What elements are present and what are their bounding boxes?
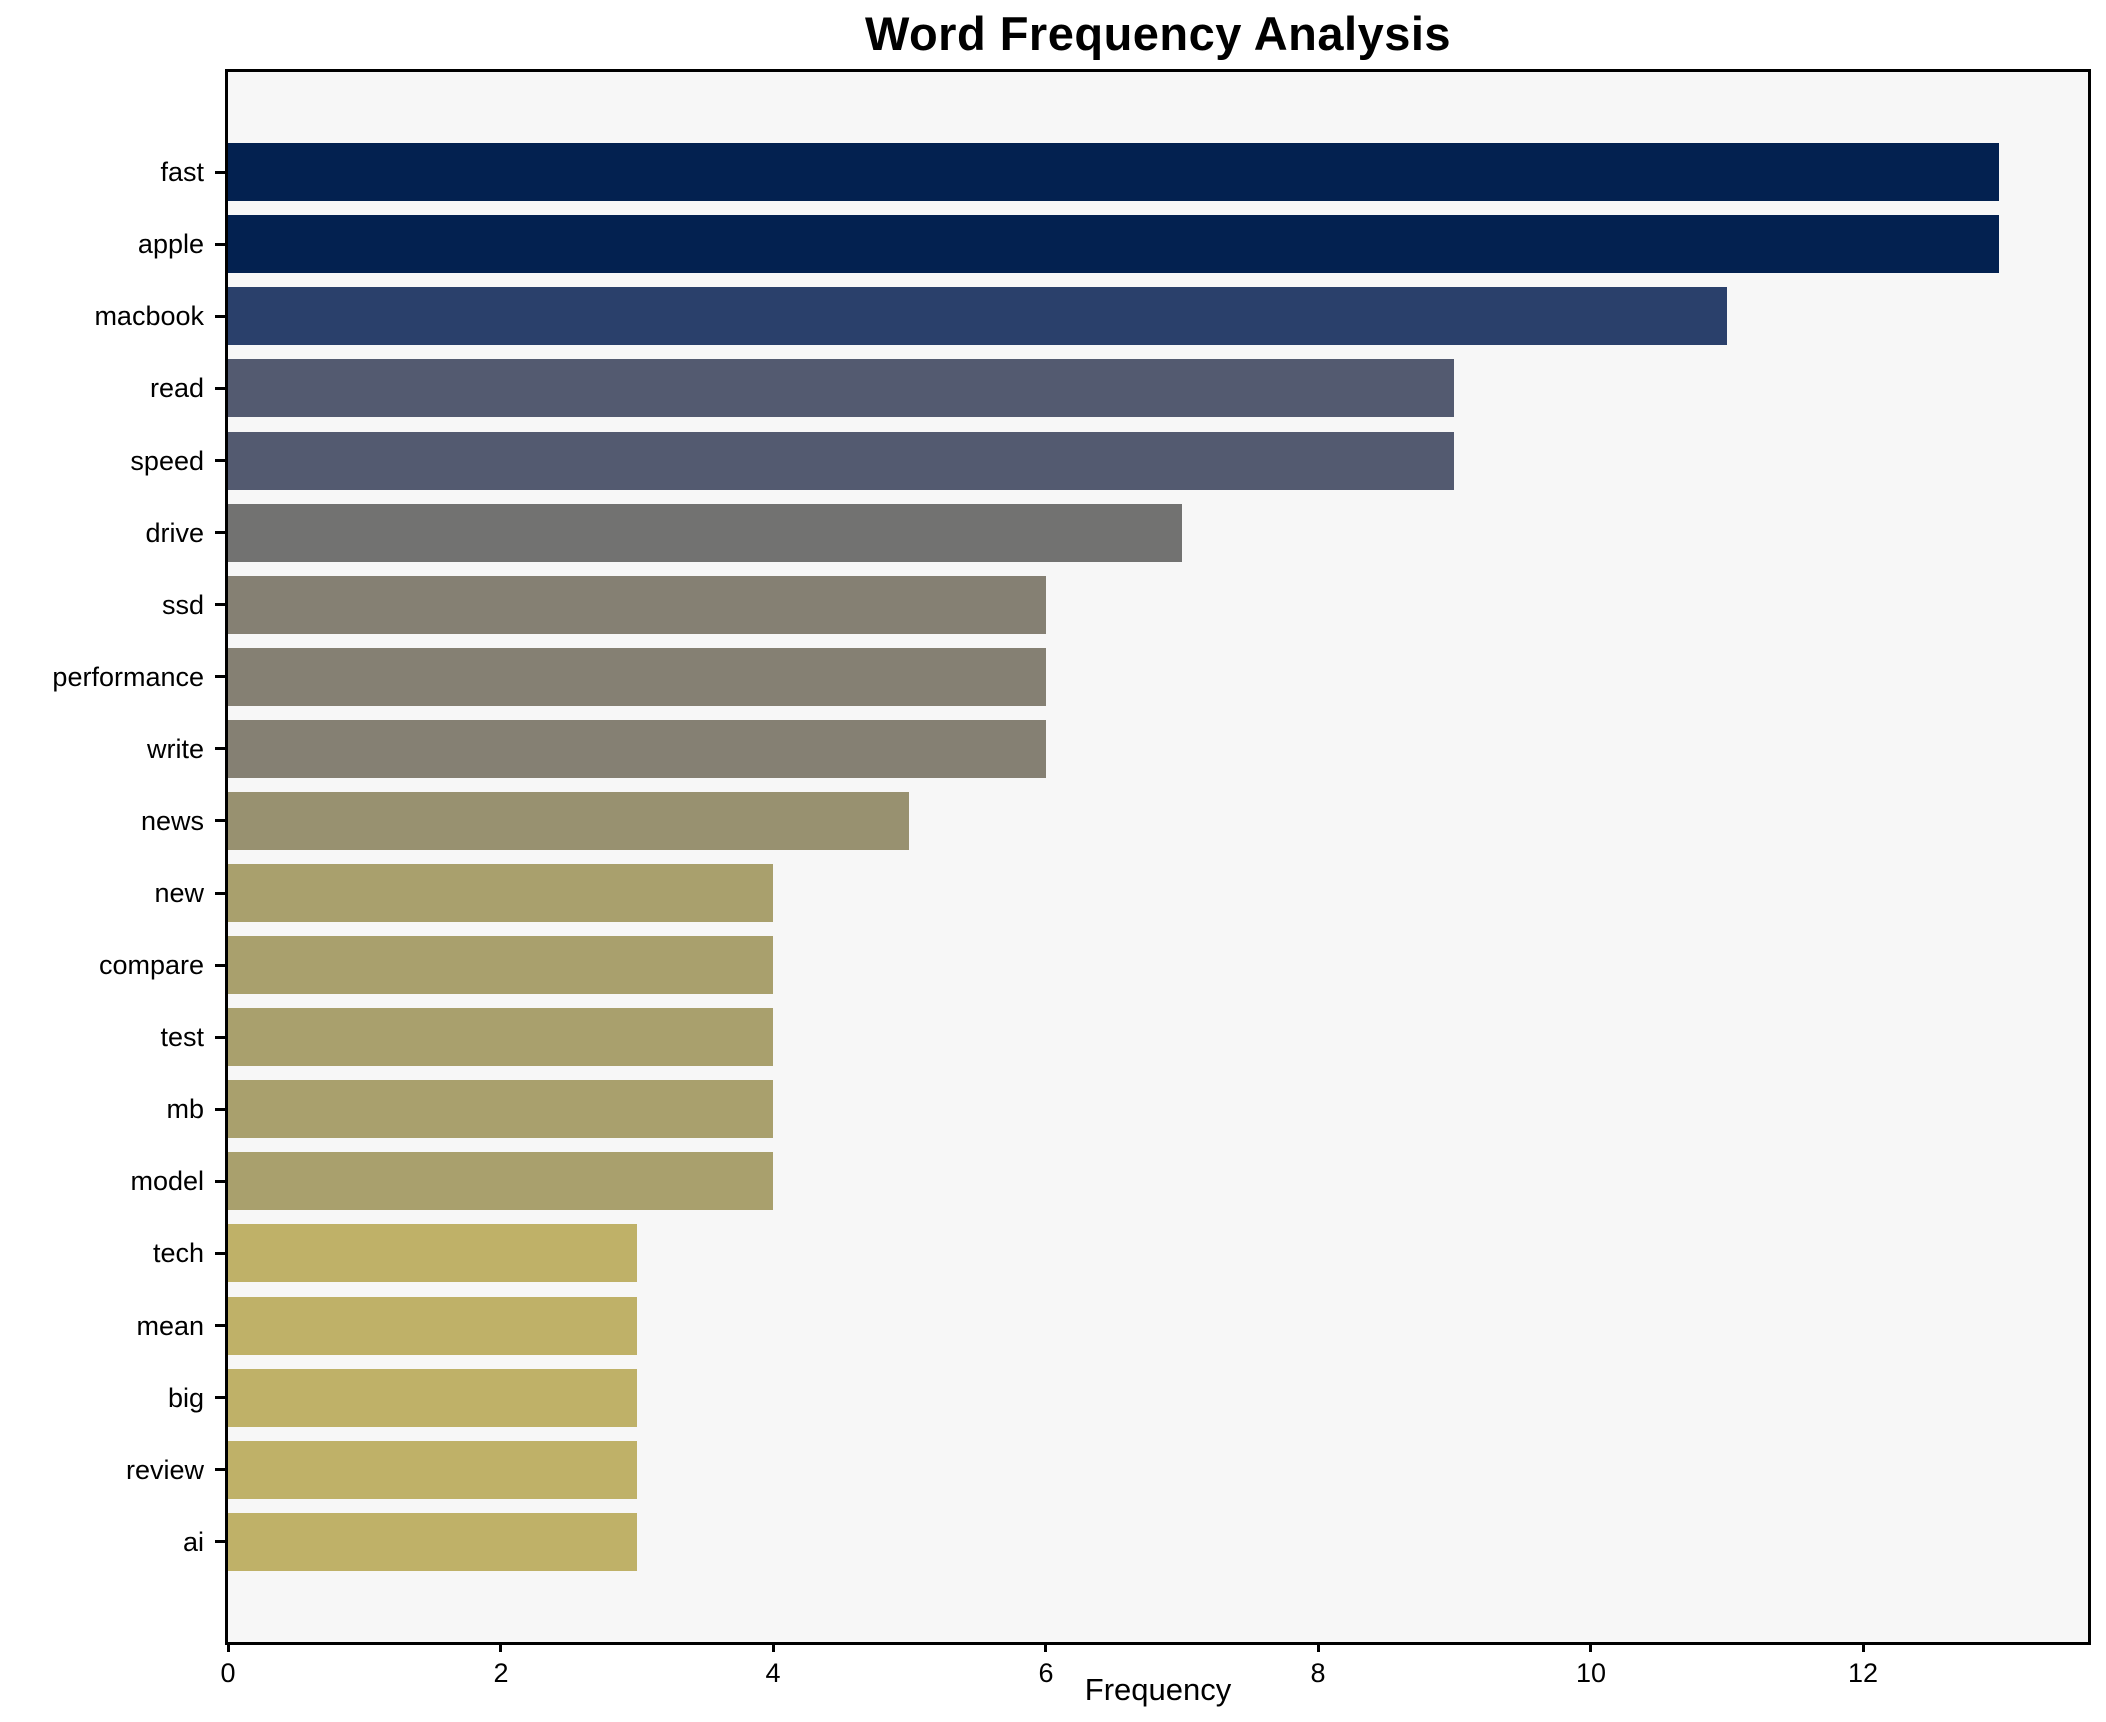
y-label-model: model xyxy=(130,1166,204,1196)
y-label-mb: mb xyxy=(166,1094,204,1124)
bar-ai xyxy=(228,1513,637,1571)
y-label-new: new xyxy=(154,878,204,908)
plot-area xyxy=(225,69,2091,1645)
x-tick-0 xyxy=(227,1642,230,1652)
y-tick-tech xyxy=(215,1252,225,1255)
y-tick-new xyxy=(215,892,225,895)
bar-drive xyxy=(228,504,1182,562)
y-tick-model xyxy=(215,1180,225,1183)
x-tick-8 xyxy=(1317,1642,1320,1652)
y-tick-fast xyxy=(215,171,225,174)
y-tick-write xyxy=(215,747,225,750)
bar-write xyxy=(228,720,1046,778)
x-tick-12 xyxy=(1862,1642,1865,1652)
x-tick-label-0: 0 xyxy=(220,1658,236,1688)
bar-apple xyxy=(228,215,1999,273)
bar-fast xyxy=(228,143,1999,201)
bar-speed xyxy=(228,432,1454,490)
y-tick-drive xyxy=(215,531,225,534)
y-label-speed: speed xyxy=(130,446,204,476)
x-tick-6 xyxy=(1044,1642,1047,1652)
y-label-test: test xyxy=(160,1022,204,1052)
y-label-compare: compare xyxy=(98,950,204,980)
bar-ssd xyxy=(228,576,1046,634)
bar-news xyxy=(228,792,909,850)
bar-new xyxy=(228,864,773,922)
y-label-ssd: ssd xyxy=(161,590,204,620)
y-tick-test xyxy=(215,1036,225,1039)
x-tick-label-10: 10 xyxy=(1575,1658,1607,1688)
y-tick-ssd xyxy=(215,603,225,606)
bar-macbook xyxy=(228,287,1727,345)
y-label-mean: mean xyxy=(136,1311,204,1341)
x-tick-label-12: 12 xyxy=(1847,1658,1879,1688)
y-label-read: read xyxy=(149,373,204,403)
x-tick-4 xyxy=(772,1642,775,1652)
y-tick-compare xyxy=(215,964,225,967)
x-tick-label-8: 8 xyxy=(1310,1658,1326,1688)
y-tick-macbook xyxy=(215,315,225,318)
x-tick-label-2: 2 xyxy=(493,1658,509,1688)
y-label-performance: performance xyxy=(52,662,204,692)
bar-mb xyxy=(228,1080,773,1138)
chart-title: Word Frequency Analysis xyxy=(864,7,1452,60)
y-tick-review xyxy=(215,1468,225,1471)
bar-read xyxy=(228,359,1454,417)
y-tick-speed xyxy=(215,459,225,462)
x-axis-title: Frequency xyxy=(1084,1672,1232,1707)
x-tick-10 xyxy=(1589,1642,1592,1652)
y-label-news: news xyxy=(140,806,204,836)
y-label-tech: tech xyxy=(152,1238,204,1268)
bar-big xyxy=(228,1369,637,1427)
y-label-macbook: macbook xyxy=(94,301,204,331)
y-label-review: review xyxy=(125,1455,204,1485)
y-label-apple: apple xyxy=(137,229,204,259)
y-label-big: big xyxy=(167,1383,204,1413)
y-tick-mean xyxy=(215,1324,225,1327)
y-tick-mb xyxy=(215,1108,225,1111)
y-tick-news xyxy=(215,819,225,822)
bar-tech xyxy=(228,1224,637,1282)
bar-performance xyxy=(228,648,1046,706)
bar-review xyxy=(228,1441,637,1499)
y-label-write: write xyxy=(146,734,204,764)
y-label-ai: ai xyxy=(182,1527,204,1557)
bar-mean xyxy=(228,1297,637,1355)
x-tick-2 xyxy=(499,1642,502,1652)
bar-compare xyxy=(228,936,773,994)
bar-test xyxy=(228,1008,773,1066)
bar-model xyxy=(228,1152,773,1210)
y-tick-ai xyxy=(215,1540,225,1543)
x-tick-label-6: 6 xyxy=(1038,1658,1054,1688)
y-tick-read xyxy=(215,387,225,390)
y-tick-big xyxy=(215,1396,225,1399)
y-tick-apple xyxy=(215,243,225,246)
y-tick-performance xyxy=(215,675,225,678)
x-tick-label-4: 4 xyxy=(765,1658,781,1688)
y-label-fast: fast xyxy=(160,157,204,187)
y-label-drive: drive xyxy=(145,518,204,548)
